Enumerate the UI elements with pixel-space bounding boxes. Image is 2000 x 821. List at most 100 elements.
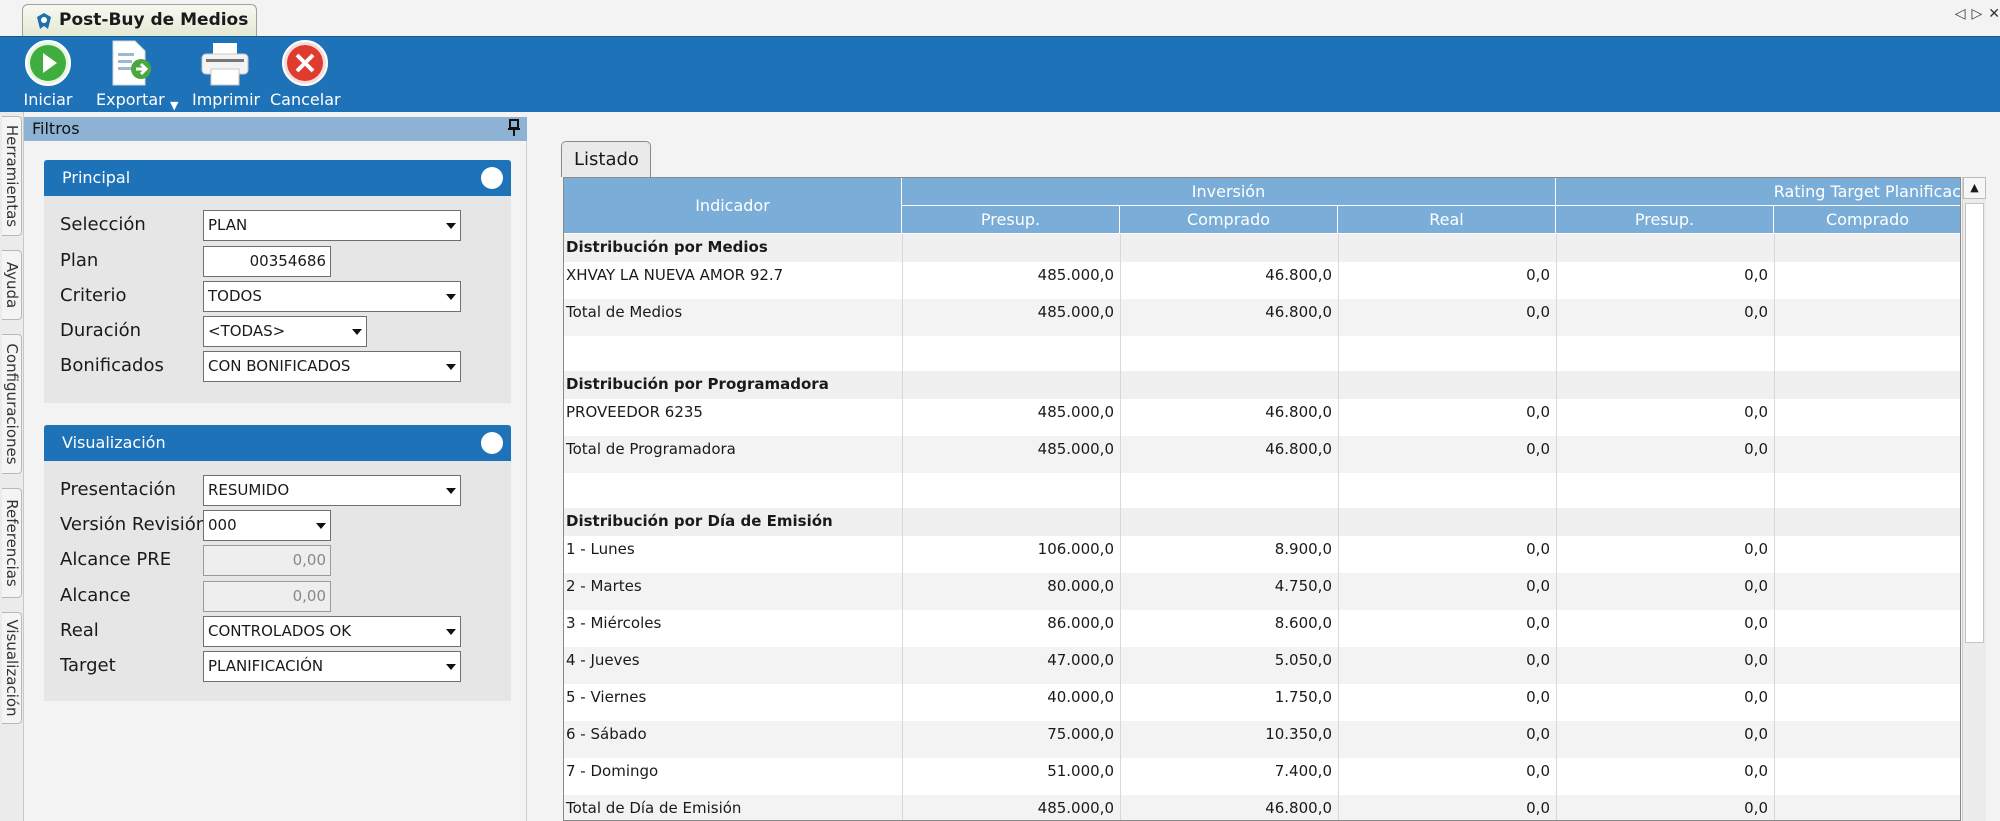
rating-presup-cell: 0,0 (1744, 614, 1768, 632)
target-select[interactable]: PLANIFICACIÓN (203, 651, 461, 682)
indicador-cell: 5 - Viernes (566, 688, 647, 706)
side-tab-ayuda[interactable]: Ayuda (2, 250, 22, 320)
filtros-title: Filtros (32, 119, 80, 138)
chevron-down-icon (446, 488, 456, 494)
version-select[interactable]: 000 (203, 510, 331, 541)
seleccion-label: Selección (60, 214, 146, 235)
play-icon (25, 40, 71, 86)
header-rating-comprado[interactable]: Comprado (1774, 206, 1960, 234)
close-icon[interactable]: ✕ (1988, 6, 2000, 22)
comprado-cell: 46.800,0 (1265, 266, 1332, 284)
side-tab-referencias[interactable]: Referencias (2, 488, 22, 598)
chevron-down-icon (446, 664, 456, 670)
plan-input[interactable]: 00354686 (203, 246, 331, 277)
scroll-right-icon[interactable]: ▷ (1971, 6, 1983, 22)
comprado-cell: 46.800,0 (1265, 403, 1332, 421)
table-row[interactable] (564, 536, 1960, 573)
scroll-left-icon[interactable]: ◁ (1954, 6, 1966, 22)
collapse-icon[interactable] (481, 432, 503, 454)
table-row[interactable] (564, 684, 1960, 721)
visualizacion-group-header[interactable]: Visualización (44, 425, 511, 461)
side-tab-configuraciones[interactable]: Configuraciones (2, 334, 22, 474)
section-label: Distribución por Programadora (566, 375, 829, 393)
table-row[interactable] (564, 573, 1960, 610)
bonificados-label: Bonificados (60, 355, 164, 376)
target-label: Target (60, 655, 116, 676)
presup-cell: 75.000,0 (1047, 725, 1114, 743)
rating-presup-cell: 0,0 (1744, 440, 1768, 458)
table-row[interactable] (564, 299, 1960, 336)
exportar-button[interactable]: Exportar (96, 39, 165, 109)
table-row[interactable] (564, 647, 1960, 684)
header-comprado[interactable]: Comprado (1120, 206, 1338, 234)
presentacion-label: Presentación (60, 479, 176, 500)
rating-presup-cell: 0,0 (1744, 303, 1768, 321)
side-tab-visualizacion[interactable]: Visualización (2, 612, 22, 724)
section-label: Distribución por Día de Emisión (566, 512, 833, 530)
table-row[interactable] (564, 436, 1960, 473)
column-divider (1556, 234, 1557, 820)
exportar-dropdown-icon[interactable]: ▼ (170, 99, 179, 112)
real-select[interactable]: CONTROLADOS OK (203, 616, 461, 647)
presup-cell: 47.000,0 (1047, 651, 1114, 669)
chevron-down-icon (446, 629, 456, 635)
comprado-cell: 10.350,0 (1265, 725, 1332, 743)
scroll-up-icon[interactable]: ▲ (1963, 177, 1986, 199)
section-label: Distribución por Medios (566, 238, 768, 256)
presup-cell: 106.000,0 (1037, 540, 1114, 558)
listado-grid: Indicador Inversión Rating Target Planif… (563, 177, 1961, 821)
chevron-down-icon (446, 223, 456, 229)
side-tabs: Herramientas Ayuda Configuraciones Refer… (0, 112, 24, 821)
bonificados-select[interactable]: CON BONIFICADOS (203, 351, 461, 382)
principal-group-header[interactable]: Principal (44, 160, 511, 196)
duracion-select[interactable]: <TODAS> (203, 316, 367, 347)
document-tab[interactable]: Post-Buy de Medios (22, 4, 258, 36)
presup-cell: 485.000,0 (1037, 799, 1114, 817)
indicador-cell: 4 - Jueves (566, 651, 640, 669)
iniciar-button[interactable]: Iniciar (22, 39, 74, 109)
table-row[interactable] (564, 262, 1960, 299)
vertical-scrollbar[interactable]: ▲ (1962, 177, 1986, 821)
iniciar-label: Iniciar (23, 90, 73, 109)
header-rating-presup[interactable]: Presup. (1556, 206, 1774, 234)
real-label: Real (60, 620, 99, 641)
table-row[interactable] (564, 758, 1960, 795)
chevron-down-icon (316, 523, 326, 529)
scroll-thumb[interactable] (1965, 203, 1984, 643)
imprimir-label: Imprimir (192, 90, 261, 109)
real-cell: 0,0 (1526, 577, 1550, 595)
filtros-panel-header: Filtros (24, 117, 527, 141)
real-cell: 0,0 (1526, 540, 1550, 558)
presentacion-select[interactable]: RESUMIDO (203, 475, 461, 506)
table-row[interactable] (564, 721, 1960, 758)
version-label: Versión Revisión (60, 514, 208, 535)
presup-cell: 485.000,0 (1037, 440, 1114, 458)
header-real[interactable]: Real (1338, 206, 1556, 234)
rating-presup-cell: 0,0 (1744, 540, 1768, 558)
seleccion-select[interactable]: PLAN (203, 210, 461, 241)
cancelar-button[interactable]: Cancelar (270, 39, 341, 109)
presup-cell: 40.000,0 (1047, 688, 1114, 706)
side-tab-herramientas[interactable]: Herramientas (2, 116, 22, 236)
header-indicador[interactable]: Indicador (564, 178, 902, 234)
criterio-select[interactable]: TODOS (203, 281, 461, 312)
imprimir-button[interactable]: Imprimir (192, 39, 261, 109)
pin-icon[interactable] (507, 119, 521, 137)
presup-cell: 51.000,0 (1047, 762, 1114, 780)
section-row (564, 371, 1960, 399)
toolbar: Iniciar Exportar ▼ Imprimir Cancelar (0, 36, 2000, 112)
chevron-down-icon (446, 294, 456, 300)
document-tab-title: Post-Buy de Medios (59, 10, 249, 30)
listado-tab-label: Listado (574, 149, 639, 170)
visualizacion-title: Visualización (62, 433, 166, 452)
collapse-icon[interactable] (481, 167, 503, 189)
tab-listado[interactable]: Listado (561, 141, 651, 177)
indicador-cell: XHVAY LA NUEVA AMOR 92.7 (566, 266, 784, 284)
table-row[interactable] (564, 610, 1960, 647)
comprado-cell: 46.800,0 (1265, 440, 1332, 458)
alcance-pre-label: Alcance PRE (60, 549, 172, 570)
header-presup[interactable]: Presup. (902, 206, 1120, 234)
real-cell: 0,0 (1526, 303, 1550, 321)
table-row[interactable] (564, 399, 1960, 436)
table-row[interactable] (564, 795, 1960, 820)
